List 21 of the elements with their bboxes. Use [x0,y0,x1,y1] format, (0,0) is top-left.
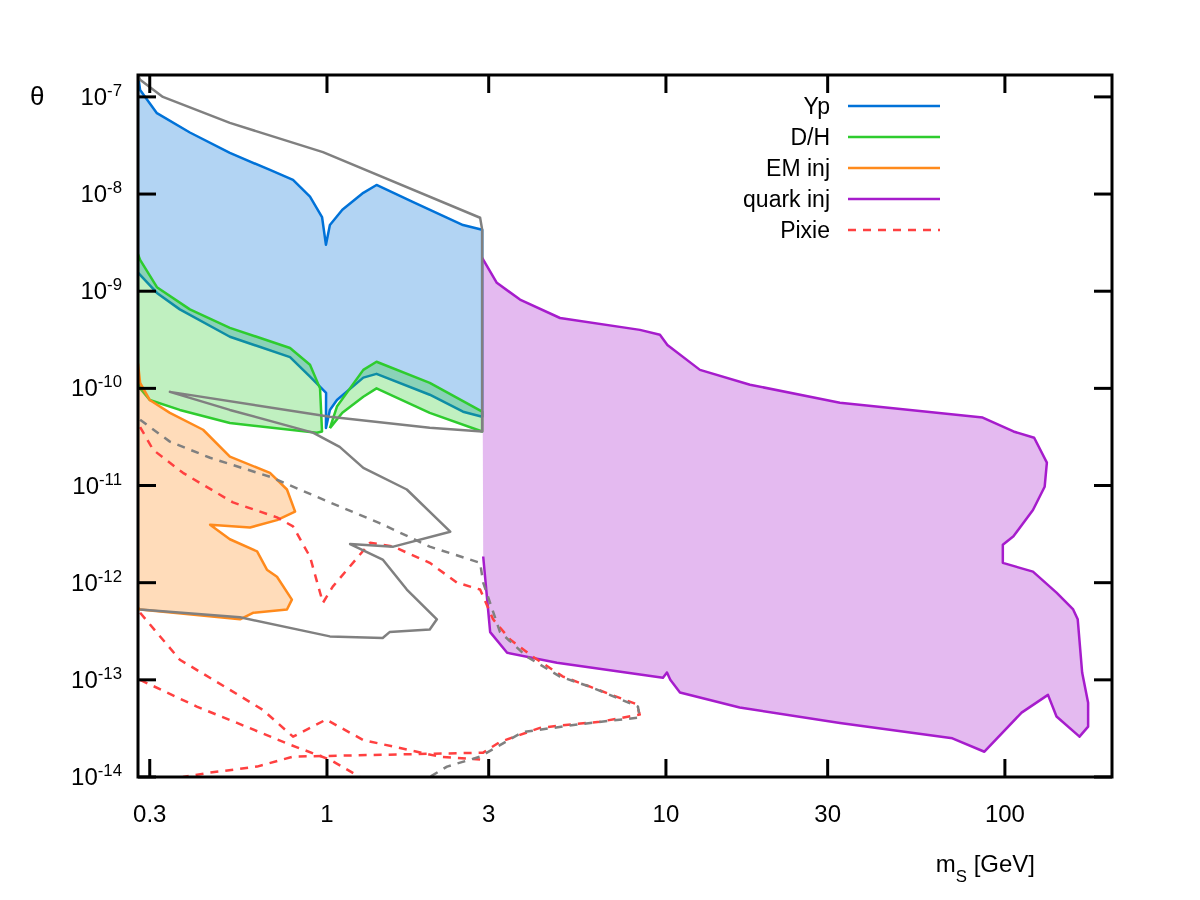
legend-label: EM inj [766,155,830,181]
y-tick-label: 10$^{-11}$ [72,469,122,499]
legend-label: Pixie [780,217,830,243]
y-tick-label: 10$^{-12}$ [71,566,122,596]
x-tick-label: 30 [814,800,842,827]
legend-label: D/H [790,124,830,150]
x-axis-title: m$_{S}$ [GeV] [935,850,1035,886]
x-tick-label: 0.3 [133,800,167,827]
legend-label: quark inj [743,186,830,212]
x-tick-label: 10 [652,800,680,827]
x-tick-label: 100 [984,800,1025,827]
x-tick-label: 1 [320,800,334,827]
y-tick-label: 10$^{-9}$ [80,274,122,305]
y-tick-label: 10$^{-14}$ [71,760,122,790]
y-tick-label: 10$^{-10}$ [71,371,122,402]
y-tick-label: 10$^{-7}$ [80,80,122,110]
y-tick-label: 10$^{-8}$ [80,177,122,208]
y-axis-title: θ [30,81,45,111]
x-tick-label: 3 [482,800,496,827]
y-tick-label: 10$^{-13}$ [71,663,122,693]
legend-label: Yp [803,93,830,119]
